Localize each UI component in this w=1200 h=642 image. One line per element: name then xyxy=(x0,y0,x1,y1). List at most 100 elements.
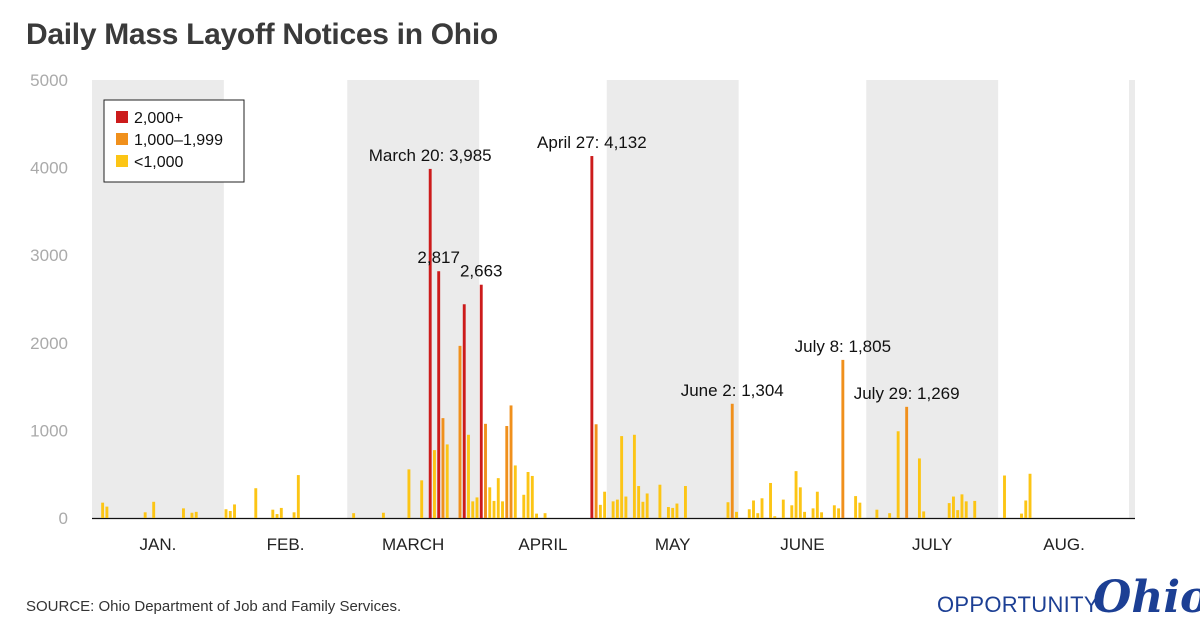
bar xyxy=(598,504,602,518)
month-label: MAY xyxy=(655,535,691,554)
data-label: April 27: 4,132 xyxy=(537,133,647,152)
bar xyxy=(433,450,436,518)
bar xyxy=(875,509,879,518)
month-band xyxy=(1129,80,1135,518)
bar xyxy=(522,494,526,518)
month-band xyxy=(347,80,480,518)
bar xyxy=(917,458,921,518)
y-tick-label: 5000 xyxy=(30,71,68,90)
bar xyxy=(922,511,926,518)
bar xyxy=(952,496,955,518)
bar xyxy=(645,493,649,518)
bar xyxy=(837,508,841,518)
layoff-bar-chart: 0 1000 2000 3000 4000 5000 JAN. FEB. MARCH APRIL… xyxy=(30,71,1135,554)
bar xyxy=(105,506,109,518)
bar xyxy=(947,503,951,518)
bar xyxy=(513,465,517,518)
bar xyxy=(790,505,794,518)
source-note: SOURCE: Ohio Department of Job and Famil… xyxy=(26,598,402,615)
bar xyxy=(756,513,760,518)
bar xyxy=(271,509,275,518)
bar xyxy=(615,499,619,518)
bar xyxy=(769,482,772,518)
y-tick-label: 3000 xyxy=(30,246,68,265)
y-tick-label: 2000 xyxy=(30,334,68,353)
bar-series xyxy=(101,156,1032,518)
month-label: AUG. xyxy=(1043,535,1085,554)
data-label: July 29: 1,269 xyxy=(854,384,960,403)
bar xyxy=(530,475,534,518)
bar xyxy=(896,431,900,518)
bar xyxy=(407,469,411,518)
bar xyxy=(428,168,432,518)
bar xyxy=(973,500,977,518)
x-axis: JAN. FEB. MARCH APRIL MAY JUNE JULY AUG. xyxy=(92,517,1135,554)
bar xyxy=(526,472,530,518)
legend-label: 1,000–1,999 xyxy=(134,132,223,149)
bar xyxy=(730,403,734,518)
month-label: MARCH xyxy=(382,535,444,554)
bar xyxy=(888,513,892,518)
bar xyxy=(471,501,475,518)
bar xyxy=(841,359,845,518)
bar xyxy=(956,510,960,518)
bar xyxy=(905,406,909,518)
month-band xyxy=(866,80,999,518)
bar xyxy=(624,496,628,518)
bar xyxy=(475,497,479,518)
chart-title: Daily Mass Layoff Notices in Ohio xyxy=(26,18,498,51)
month-label: JAN. xyxy=(140,535,177,554)
bar xyxy=(658,484,662,518)
bar xyxy=(381,512,385,518)
bar xyxy=(496,478,500,518)
opportunity-ohio-logo: OPPORTUNITY Ohio xyxy=(937,572,1200,632)
logo-word: OPPORTUNITY xyxy=(937,592,1099,617)
bar xyxy=(509,405,513,518)
bar xyxy=(1028,473,1032,518)
bar xyxy=(152,501,156,518)
bar xyxy=(854,496,858,518)
bar xyxy=(815,491,819,518)
bar xyxy=(352,513,356,518)
bar xyxy=(1024,500,1028,518)
y-tick-label: 1000 xyxy=(30,421,68,440)
bar xyxy=(143,512,147,518)
bar xyxy=(488,487,492,518)
month-band xyxy=(606,80,739,518)
bar xyxy=(233,504,236,518)
bar xyxy=(671,507,675,518)
bar xyxy=(747,509,751,518)
bar xyxy=(437,271,441,518)
legend-swatch xyxy=(116,155,128,167)
month-label: JUNE xyxy=(780,535,824,554)
bar xyxy=(760,498,764,518)
bar xyxy=(275,514,279,518)
bar xyxy=(479,284,483,518)
bar xyxy=(484,423,487,518)
bar xyxy=(1003,475,1006,518)
bar xyxy=(803,511,807,518)
bar xyxy=(820,512,824,518)
bar xyxy=(228,510,232,518)
bar xyxy=(224,509,228,518)
bar xyxy=(964,501,968,518)
bar xyxy=(590,156,594,518)
bar xyxy=(811,508,815,518)
bar xyxy=(296,475,300,518)
bar xyxy=(726,502,730,518)
data-label: 2,817 xyxy=(417,248,460,267)
bar xyxy=(445,444,449,518)
bar xyxy=(292,512,296,518)
legend-label: <1,000 xyxy=(134,154,183,171)
data-label: July 8: 1,805 xyxy=(795,337,891,356)
bar xyxy=(535,513,538,518)
bar xyxy=(190,512,194,518)
bar xyxy=(675,503,679,518)
legend-swatch xyxy=(116,133,128,145)
bar xyxy=(194,511,198,518)
bar xyxy=(492,500,496,518)
bar xyxy=(505,426,509,518)
bar xyxy=(960,494,964,518)
bar xyxy=(420,480,424,518)
